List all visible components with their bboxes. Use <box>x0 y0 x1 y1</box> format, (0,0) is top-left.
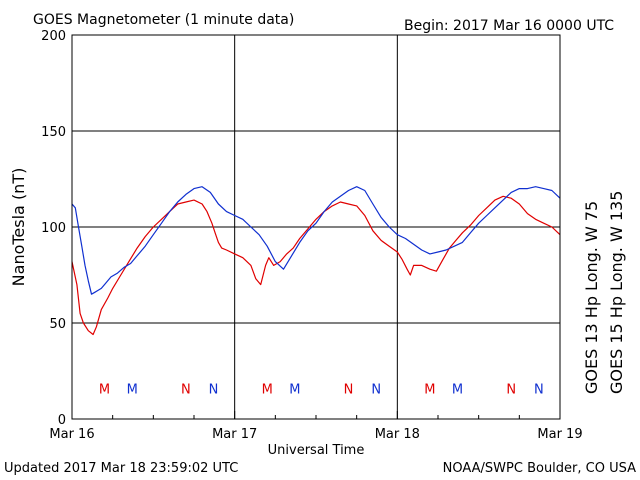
mn-marker-M: M <box>262 382 273 397</box>
legend-goes13: GOES 13 Hp Long. W 75 <box>582 201 601 394</box>
mn-marker-N: N <box>371 382 381 397</box>
series-lines <box>71 186 561 336</box>
x-tick-label: Mar 16 <box>49 427 94 442</box>
y-axis-label: NanoTesla (nT) <box>9 168 28 287</box>
mn-marker-N: N <box>506 382 516 397</box>
updated-timestamp: Updated 2017 Mar 18 23:59:02 UTC <box>4 461 238 476</box>
x-tick-label: Mar 17 <box>212 427 257 442</box>
legend-goes15: GOES 15 Hp Long. W 135 <box>607 191 626 394</box>
y-tick-label: 50 <box>49 317 66 332</box>
plot-frame <box>71 34 561 420</box>
series-line-1 <box>71 186 561 295</box>
y-tick-label: 150 <box>41 125 66 140</box>
x-tick-label: Mar 18 <box>375 427 420 442</box>
mn-marker-N: N <box>344 382 354 397</box>
mn-marker-N: N <box>181 382 191 397</box>
mn-marker-M: M <box>99 382 110 397</box>
mn-marker-M: M <box>289 382 300 397</box>
mn-marker-M: M <box>127 382 138 397</box>
y-tick-label: 100 <box>41 221 66 236</box>
chart-title: GOES Magnetometer (1 minute data) <box>33 12 294 28</box>
y-tick-label: 200 <box>41 29 66 44</box>
x-tick-label: Mar 19 <box>537 427 582 442</box>
mn-marker-N: N <box>209 382 219 397</box>
begin-time: Begin: 2017 Mar 16 0000 UTC <box>404 18 614 34</box>
credit-line: NOAA/SWPC Boulder, CO USA <box>443 461 636 476</box>
y-tick-label: 0 <box>58 413 66 428</box>
mn-marker-M: M <box>424 382 435 397</box>
series-line-0 <box>71 195 561 336</box>
mn-marker-M: M <box>452 382 463 397</box>
axis-ticks: 0 50 100 150 200 Mar 16 Mar 17 Mar 18 Mar 19 <box>41 29 582 442</box>
grid <box>72 35 560 419</box>
mn-marker-N: N <box>534 382 544 397</box>
x-axis-label: Universal Time <box>268 443 365 458</box>
